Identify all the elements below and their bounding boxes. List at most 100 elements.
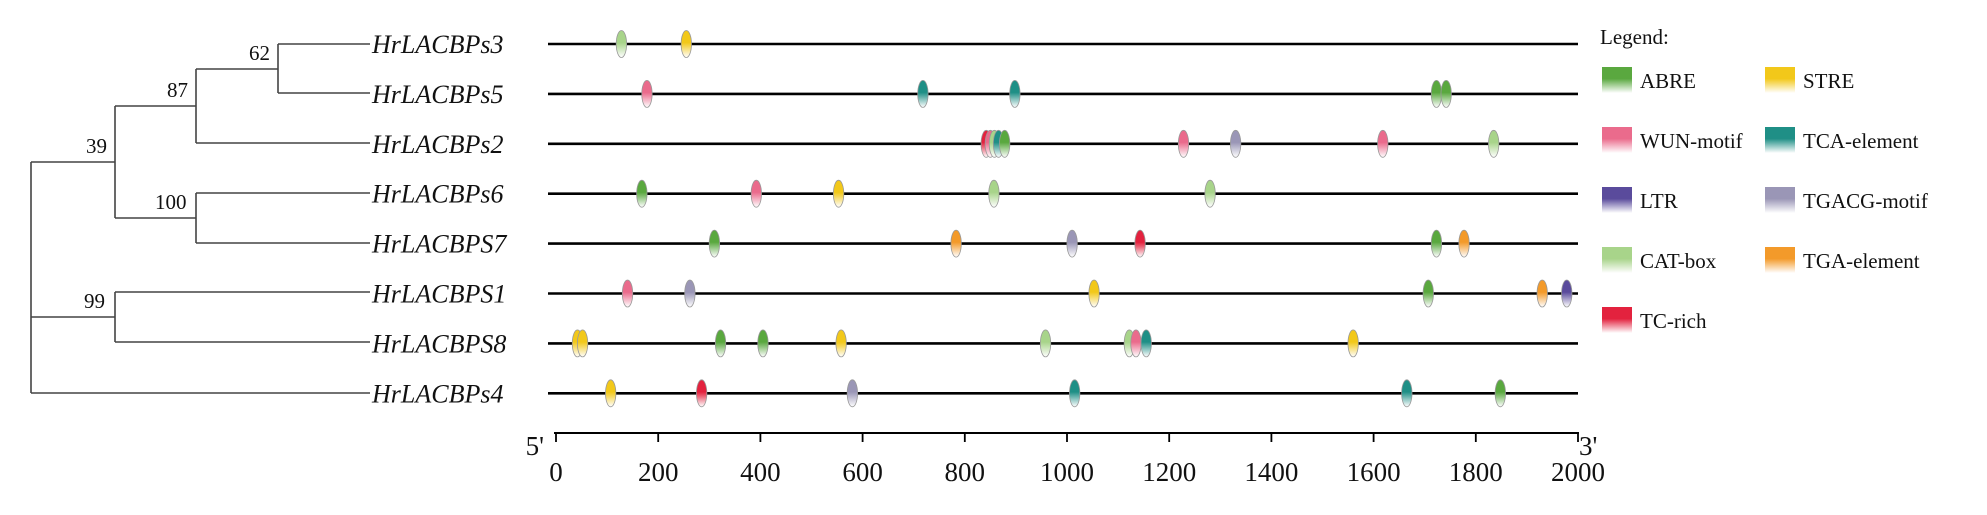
gene-label: HrLACBPs3 (371, 30, 503, 59)
legend-swatch (1602, 67, 1632, 93)
legend-label: TC-rich (1640, 309, 1707, 333)
gene-row: HrLACBPs2 (371, 130, 1578, 159)
gene-label: HrLACBPs5 (371, 80, 503, 109)
axis-tick-label: 2000 (1551, 457, 1605, 487)
tree-branch (277, 43, 370, 94)
legend-title: Legend: (1600, 25, 1669, 49)
cis-element-mark (1430, 229, 1443, 258)
tree-branch (30, 161, 370, 394)
cis-element-mark (1494, 379, 1506, 408)
legend-entry: TCA-element (1765, 127, 1919, 153)
cis-element-mark (696, 379, 708, 408)
cis-element-mark (1458, 229, 1470, 258)
gene-row: HrLACBPS7 (371, 230, 1578, 259)
legend-label: LTR (1640, 189, 1678, 213)
axis-tick-label: 1200 (1142, 457, 1196, 487)
axis-tick-label: 1400 (1244, 457, 1298, 487)
cis-element-mark (1088, 279, 1100, 308)
cis-element-mark (714, 329, 727, 358)
cis-element-mark (1134, 229, 1146, 258)
gene-row: HrLACBPS8 (371, 329, 1578, 358)
legend-label: TGA-element (1803, 249, 1920, 273)
legend-swatch (1602, 127, 1632, 153)
legend-swatch (1765, 247, 1795, 273)
axis-start-label: 5' (526, 431, 544, 461)
bootstrap-value: 87 (167, 78, 188, 102)
bootstrap-value: 100 (155, 190, 187, 214)
cis-element-mark (615, 30, 628, 58)
cis-element-mark (641, 80, 653, 108)
cis-element-mark (846, 379, 858, 408)
axis-tick-label: 1600 (1347, 457, 1401, 487)
cis-element-mark (708, 229, 721, 258)
legend-entry: WUN-motif (1602, 127, 1743, 153)
cis-element-mark (1561, 279, 1573, 308)
gene-row: HrLACBPs3 (371, 30, 1578, 59)
cis-element-mark (1377, 129, 1389, 158)
legend-swatch (1765, 187, 1795, 213)
bootstrap-value: 99 (84, 289, 105, 313)
legend-label: WUN-motif (1640, 129, 1743, 153)
gene-label: HrLACBPs6 (371, 180, 503, 209)
legend-label: TCA-element (1803, 129, 1919, 153)
bootstrap-value: 62 (249, 41, 270, 65)
legend-swatch (1602, 187, 1632, 213)
axis-tick-label: 1800 (1449, 457, 1503, 487)
cis-element-mark (621, 279, 634, 308)
legend-swatch (1602, 247, 1632, 273)
cis-element-mark (605, 379, 617, 408)
legend-entry: TGACG-motif (1765, 187, 1928, 213)
cis-element-mark (757, 329, 769, 358)
legend-label: CAT-box (1640, 249, 1717, 273)
gene-label: HrLACBPS8 (371, 329, 506, 358)
axis-tick-label: 0 (549, 457, 563, 487)
cis-element-mark (917, 80, 929, 108)
axis-tick-label: 200 (638, 457, 679, 487)
legend: Legend: ABRE STRE WUN-motif TCA-element LTR T… (1600, 25, 1928, 333)
gene-label: HrLACBPs2 (371, 130, 503, 159)
cis-element-mark (576, 329, 589, 358)
cis-element-mark (1069, 379, 1081, 408)
legend-entry: LTR (1602, 187, 1678, 213)
legend-label: TGACG-motif (1803, 189, 1928, 213)
gene-row: HrLACBPs5 (371, 80, 1578, 109)
cis-element-mark (684, 279, 696, 308)
bootstrap-values: 62 87 39 100 99 (84, 41, 270, 313)
axis-ticks: 0 200 400 600 800 1000 1200 1400 1600 1800 2000 (549, 433, 1605, 487)
axis-tick-label: 800 (945, 457, 986, 487)
cis-element-mark (1140, 329, 1152, 358)
legend-entry: TGA-element (1765, 247, 1920, 273)
cis-element-mark (1488, 129, 1500, 158)
cis-element-mark (636, 179, 648, 208)
legend-entry: STRE (1765, 67, 1854, 93)
cis-element-mark (1430, 80, 1443, 108)
legend-swatch (1765, 127, 1795, 153)
legend-swatch (1602, 307, 1632, 333)
cis-element-mark (1130, 329, 1142, 358)
cis-element-mark (1204, 179, 1216, 208)
cis-element-mark (1177, 129, 1190, 158)
gene-row: HrLACBPs6 (371, 180, 1578, 209)
tree-branch (114, 291, 370, 343)
cis-element-mark (988, 179, 1000, 208)
phylogenetic-tree (30, 43, 370, 394)
axis-tick-label: 600 (842, 457, 883, 487)
cis-element-mark (1536, 279, 1548, 308)
gene-rows: HrLACBPs3 HrLACBPs5 HrLACBPs2 HrLACBPs6 HrLA… (371, 30, 1578, 408)
cis-element-mark (1422, 279, 1434, 308)
cis-element-mark (1230, 129, 1242, 158)
cis-element-mark (835, 329, 847, 358)
tree-branch (195, 192, 370, 244)
cis-element-mark (832, 179, 845, 208)
legend-swatch (1765, 67, 1795, 93)
axis-tick-label: 1000 (1040, 457, 1094, 487)
cis-element-mark (1009, 80, 1021, 108)
gene-label: HrLACBPS7 (371, 230, 507, 259)
cis-element-mark (999, 129, 1011, 158)
gene-label: HrLACBPs4 (371, 379, 503, 408)
legend-entry: TC-rich (1602, 307, 1707, 333)
gene-label: HrLACBPS1 (371, 280, 506, 309)
bootstrap-value: 39 (86, 134, 107, 158)
cis-element-mark (1401, 379, 1413, 408)
legend-entry: ABRE (1602, 67, 1696, 93)
